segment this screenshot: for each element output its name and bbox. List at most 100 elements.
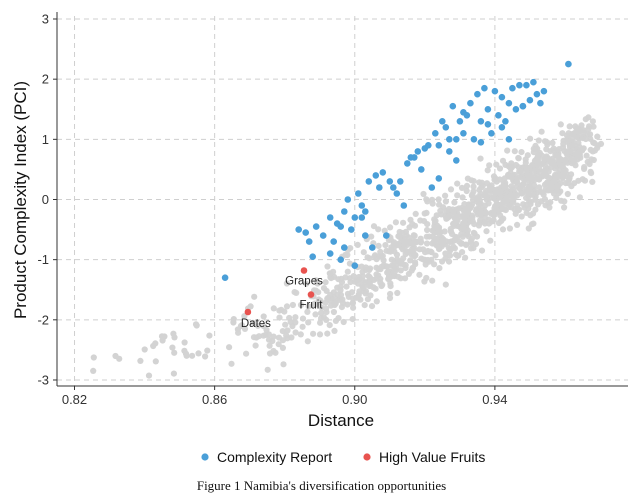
complexity-report-point — [362, 208, 369, 215]
background-point — [344, 301, 351, 308]
background-point — [326, 270, 333, 277]
background-point — [587, 146, 594, 153]
legend-marker-high-value-fruits — [363, 453, 371, 461]
background-point — [324, 263, 331, 270]
background-point — [464, 208, 471, 215]
background-point — [383, 263, 390, 270]
background-point — [485, 200, 492, 207]
background-point — [516, 173, 524, 180]
background-point — [324, 330, 331, 337]
background-point — [478, 247, 486, 254]
background-point — [442, 198, 449, 205]
complexity-report-point — [530, 78, 537, 86]
background-point — [545, 168, 552, 175]
background-point — [549, 183, 556, 190]
y-tick-label: -2 — [37, 312, 49, 327]
background-point — [206, 332, 213, 339]
background-point — [266, 342, 273, 349]
background-point — [597, 140, 605, 147]
background-point — [451, 199, 458, 206]
complexity-report-point — [481, 84, 488, 92]
background-point — [560, 168, 567, 176]
background-point — [350, 304, 357, 311]
background-point — [445, 214, 452, 221]
background-point — [169, 344, 176, 351]
background-point — [463, 182, 471, 189]
background-point — [470, 229, 477, 236]
background-point — [429, 277, 436, 284]
background-point — [254, 322, 261, 329]
background-point — [441, 228, 448, 235]
background-point — [370, 223, 378, 230]
complexity-report-point — [326, 214, 334, 221]
background-point — [483, 193, 490, 200]
background-point — [385, 275, 392, 282]
complexity-report-point — [537, 99, 544, 107]
background-point — [373, 298, 380, 305]
complexity-report-point — [484, 106, 492, 113]
complexity-report-point — [341, 244, 348, 251]
complexity-report-point — [505, 136, 513, 143]
background-point — [576, 194, 584, 201]
annotation-label: Fruit — [300, 300, 324, 312]
complexity-report-point — [341, 208, 348, 215]
complexity-report-point — [414, 148, 422, 155]
background-point — [342, 274, 349, 281]
background-point — [426, 233, 433, 240]
background-point — [579, 176, 586, 183]
y-tick-label: 1 — [42, 132, 49, 147]
background-point — [535, 156, 542, 163]
background-point — [334, 291, 341, 298]
complexity-report-point — [467, 99, 474, 107]
background-point — [349, 299, 356, 306]
background-point — [553, 152, 560, 159]
complexity-report-point — [498, 93, 506, 101]
background-point — [436, 265, 443, 272]
legend-marker-complexity-report — [201, 453, 209, 461]
background-point — [170, 330, 177, 337]
background-point — [482, 215, 489, 222]
background-point — [305, 303, 312, 310]
background-point — [292, 319, 299, 326]
background-point — [508, 174, 515, 181]
background-point — [90, 367, 97, 374]
background-point — [386, 248, 393, 255]
background-point — [484, 167, 491, 174]
background-point — [280, 361, 287, 368]
background-point — [567, 148, 574, 155]
background-point — [508, 183, 515, 190]
background-point — [487, 237, 494, 244]
high-value-fruits-point — [300, 267, 308, 274]
background-point — [141, 346, 148, 353]
y-tick-label: 3 — [42, 12, 49, 27]
background-point — [226, 344, 233, 351]
background-point — [573, 125, 580, 132]
background-point — [270, 347, 277, 355]
background-point — [464, 227, 471, 234]
background-point — [531, 182, 538, 189]
background-point — [395, 273, 402, 280]
background-point — [514, 221, 521, 228]
background-point — [373, 275, 380, 282]
background-point — [171, 349, 178, 356]
background-point — [362, 279, 369, 286]
background-point — [456, 205, 463, 212]
background-point — [568, 171, 575, 178]
background-point — [270, 333, 277, 340]
background-point — [493, 178, 500, 185]
background-point — [400, 255, 407, 262]
x-tick-label: 0.82 — [62, 392, 87, 407]
background-point — [523, 201, 530, 208]
complexity-report-point — [425, 142, 432, 149]
background-point — [594, 133, 601, 140]
background-point — [400, 219, 407, 226]
background-point — [544, 139, 551, 146]
complexity-report-point — [435, 142, 443, 149]
background-point — [446, 252, 454, 259]
background-point — [501, 206, 508, 213]
background-point — [355, 294, 362, 301]
annotations: Dates Grapes Fruit — [241, 276, 323, 331]
background-point — [424, 198, 431, 205]
background-point — [523, 194, 530, 201]
complexity-report-point — [358, 202, 366, 209]
